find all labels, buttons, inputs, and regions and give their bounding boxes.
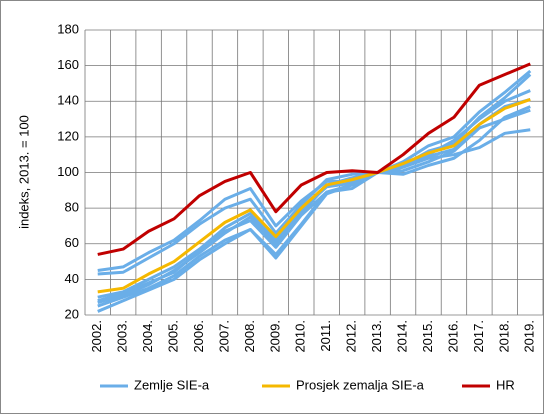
legend-label: Prosjek zemalja SIE-a [296, 377, 425, 392]
x-tick-label: 2003. [115, 320, 130, 353]
line [97, 98, 531, 294]
y-tick-label: 60 [65, 235, 79, 250]
x-tick-label: 2007. [216, 320, 231, 353]
legend-label: HR [496, 377, 515, 392]
line [97, 98, 531, 304]
legend-label: Zemlje SIE-a [134, 377, 210, 392]
y-tick-label: 140 [57, 93, 79, 108]
y-tick-label: 100 [57, 164, 79, 179]
y-tick-label: 120 [57, 128, 79, 143]
x-tick-label: 2013. [369, 320, 384, 353]
x-tick-label: 2006. [191, 320, 206, 353]
y-axis-label: indeks, 2013. = 100 [16, 115, 31, 229]
y-tick-label: 80 [65, 200, 79, 215]
y-tick-label: 160 [57, 57, 79, 72]
x-tick-label: 2011. [318, 320, 333, 352]
x-tick-label: 2015. [420, 320, 435, 353]
x-tick-label: 2014. [394, 320, 409, 353]
x-tick-label: 2016. [445, 320, 460, 353]
line [97, 128, 531, 276]
x-tick-label: 2009. [267, 320, 282, 353]
x-tick-label: 2019. [522, 320, 537, 353]
x-tick-label: 2017. [471, 320, 486, 353]
y-tick-label: 40 [65, 271, 79, 286]
x-tick-label: 2008. [242, 320, 257, 353]
x-tick-label: 2012. [344, 320, 359, 353]
x-tick-label: 2004. [140, 320, 155, 353]
x-tick-label: 2010. [293, 320, 308, 353]
x-tick-label: 2005. [165, 320, 180, 353]
x-tick-label: 2018. [496, 320, 511, 353]
y-tick-label: 180 [57, 21, 79, 36]
line [97, 62, 531, 256]
x-tick-label: 2002. [89, 320, 104, 353]
y-tick-label: 20 [65, 306, 79, 321]
